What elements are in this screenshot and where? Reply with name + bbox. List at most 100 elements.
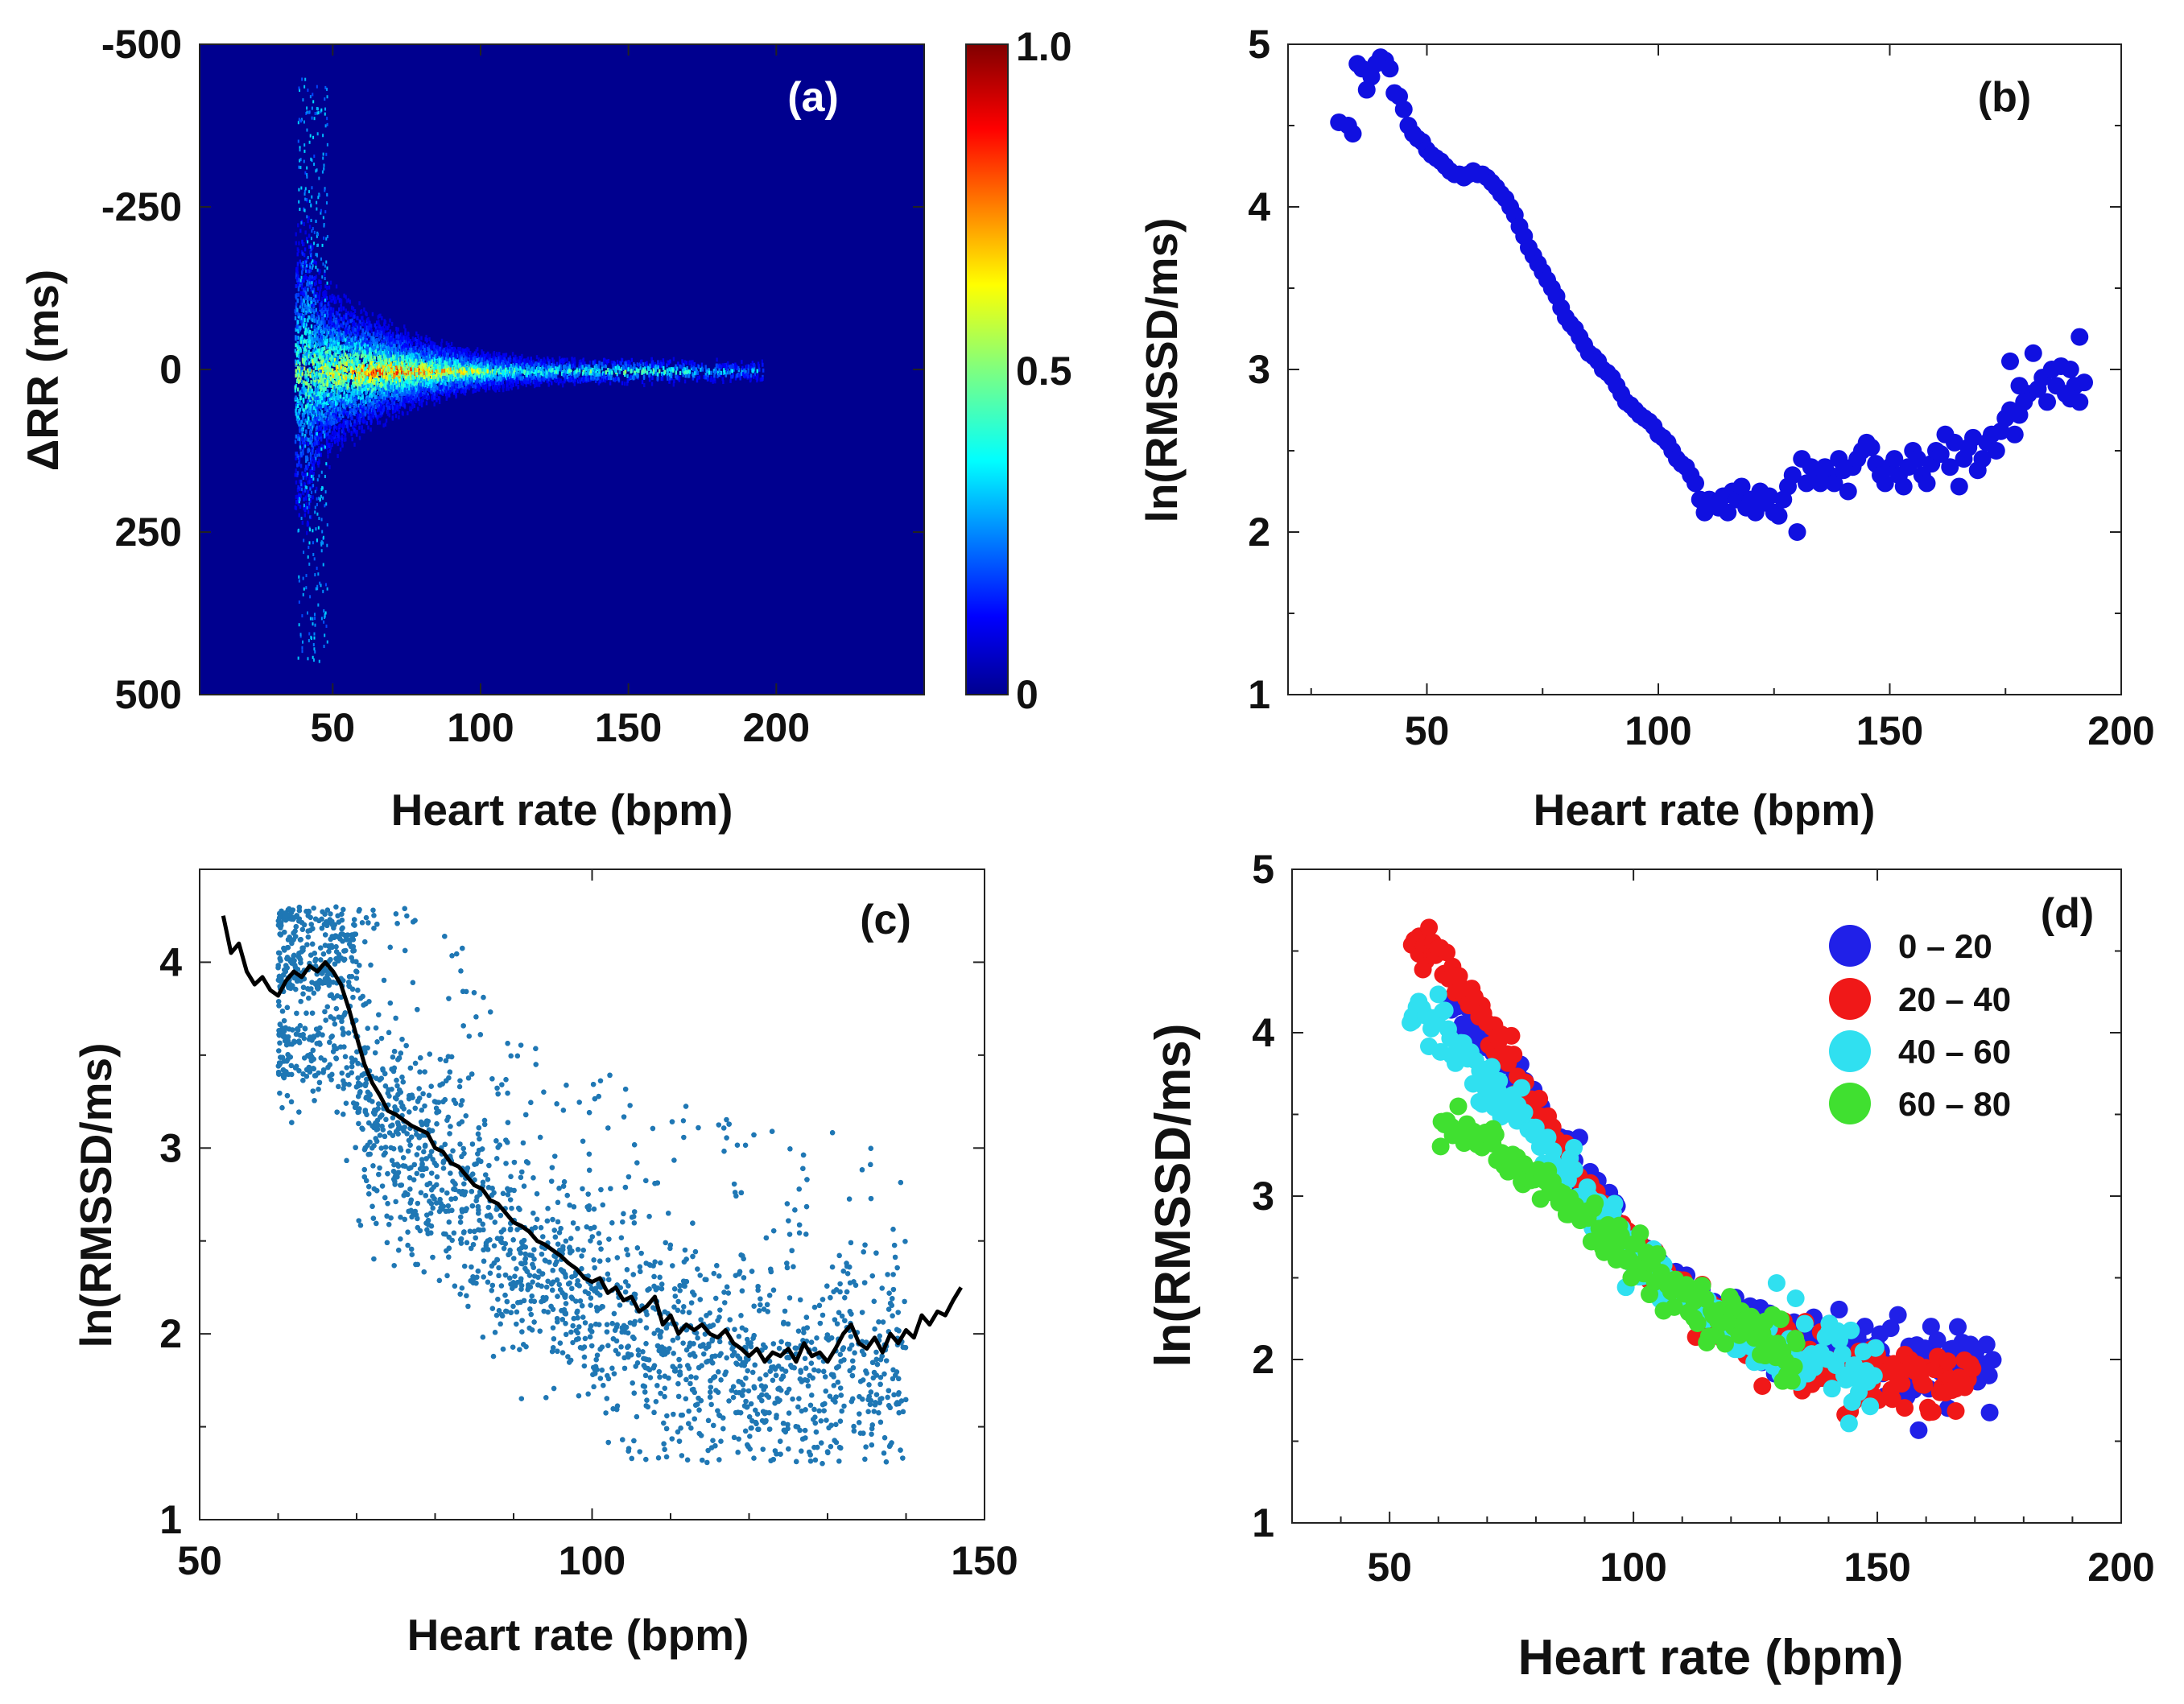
heatmap-cell — [436, 369, 439, 374]
heatmap-cell — [351, 348, 354, 353]
heatmap-cell — [303, 441, 307, 446]
heatmap-cell — [318, 364, 320, 369]
heatmap-cell — [341, 398, 343, 402]
heatmap-cell — [363, 307, 365, 312]
heatmap-cell — [389, 406, 391, 411]
heatmap-cell — [437, 352, 440, 357]
heatmap-cell — [320, 429, 324, 434]
heatmap-cell — [379, 387, 382, 392]
heatmap-cell — [329, 376, 332, 381]
heatmap-cell — [367, 412, 370, 417]
heatmap-cell — [374, 341, 378, 346]
heatmap-cell — [299, 229, 302, 233]
heatmap-cell — [324, 415, 327, 420]
heatmap-cell — [347, 355, 349, 360]
heatmap-cell — [362, 408, 365, 413]
heatmap-cell — [336, 367, 338, 372]
heatmap-cell — [297, 373, 300, 378]
heatmap-cell — [341, 387, 344, 392]
heatmap-cell — [316, 365, 318, 370]
heatmap-cell — [391, 386, 394, 390]
heatmap-cell — [342, 396, 345, 401]
heatmap-cell — [330, 361, 332, 366]
heatmap-cell — [307, 368, 309, 373]
heatmap-cell — [335, 317, 337, 322]
heatmap-cell — [308, 383, 310, 388]
heatmap-cell — [388, 353, 390, 358]
heatmap-cell — [347, 298, 350, 303]
heatmap-cell — [303, 506, 305, 511]
heatmap-cell — [335, 413, 337, 418]
heatmap-cell — [356, 382, 358, 387]
heatmap-cell — [420, 399, 423, 404]
heatmap-cell — [397, 378, 399, 382]
heatmap-cell — [378, 377, 380, 382]
heatmap-cell — [296, 252, 299, 257]
heatmap-cell — [346, 345, 349, 350]
heatmap-cell — [386, 402, 389, 407]
heatmap-cell — [382, 369, 384, 373]
heatmap-cell — [312, 361, 315, 365]
heatmap-cell — [336, 425, 338, 430]
heatmap-cell — [328, 449, 332, 454]
heatmap-cell — [388, 336, 391, 341]
heatmap-cell — [303, 324, 305, 329]
heatmap-cell — [385, 419, 388, 423]
heatmap-cell — [316, 350, 319, 355]
heatmap-cell — [353, 442, 356, 447]
heatmap-cell — [403, 387, 407, 392]
heatmap-cell — [383, 383, 386, 388]
heatmap-cell — [329, 434, 332, 439]
heatmap-cell — [326, 422, 328, 427]
heatmap-cell — [332, 385, 335, 390]
heatmap-cell — [346, 412, 349, 417]
heatmap-cell — [454, 353, 456, 357]
heatmap-cell — [355, 410, 357, 415]
heatmap-cell — [382, 423, 385, 428]
heatmap-cell — [389, 342, 391, 347]
heatmap-cell — [390, 333, 393, 338]
heatmap-cell — [382, 405, 386, 410]
heatmap-cell — [312, 471, 316, 476]
heatmap-cell — [418, 354, 420, 359]
heatmap-cell — [307, 510, 310, 514]
heatmap-cell — [382, 408, 385, 413]
heatmap-cell — [339, 376, 342, 381]
heatmap-cell — [452, 388, 455, 393]
heatmap-cell — [318, 343, 321, 348]
heatmap-cell — [428, 336, 431, 341]
heatmap-cell — [449, 349, 452, 354]
heatmap-cell — [400, 367, 403, 372]
heatmap-cell — [346, 386, 349, 390]
heatmap-cell — [395, 385, 398, 390]
heatmap-cell — [343, 390, 346, 395]
heatmap-cell — [361, 371, 365, 376]
heatmap-cell — [415, 352, 418, 357]
heatmap-cell — [359, 405, 361, 410]
heatmap-cell — [353, 363, 355, 368]
heatmap-cell — [303, 347, 305, 352]
heatmap-cell — [326, 286, 328, 291]
heatmap-cell — [303, 296, 306, 301]
heatmap-cell — [311, 450, 313, 455]
heatmap-cell — [353, 407, 356, 412]
heatmap-cell — [303, 442, 305, 447]
heatmap-cell — [385, 390, 387, 395]
heatmap-cell — [352, 365, 354, 370]
heatmap-cell — [329, 280, 332, 285]
heatmap-cell — [405, 344, 408, 349]
heatmap-cell — [302, 287, 305, 292]
heatmap-cell — [423, 352, 426, 357]
heatmap-cell — [362, 320, 365, 324]
heatmap-cell — [401, 380, 404, 385]
heatmap-cell — [391, 410, 394, 415]
heatmap-cell — [345, 409, 347, 414]
heatmap-cell — [385, 358, 388, 363]
heatmap-cell — [405, 339, 408, 344]
heatmap-cell — [362, 415, 365, 420]
heatmap-cell — [342, 427, 345, 431]
heatmap-cell — [322, 378, 324, 382]
heatmap-cell — [336, 311, 339, 316]
heatmap-cell — [369, 393, 371, 398]
heatmap-cell — [414, 367, 416, 372]
